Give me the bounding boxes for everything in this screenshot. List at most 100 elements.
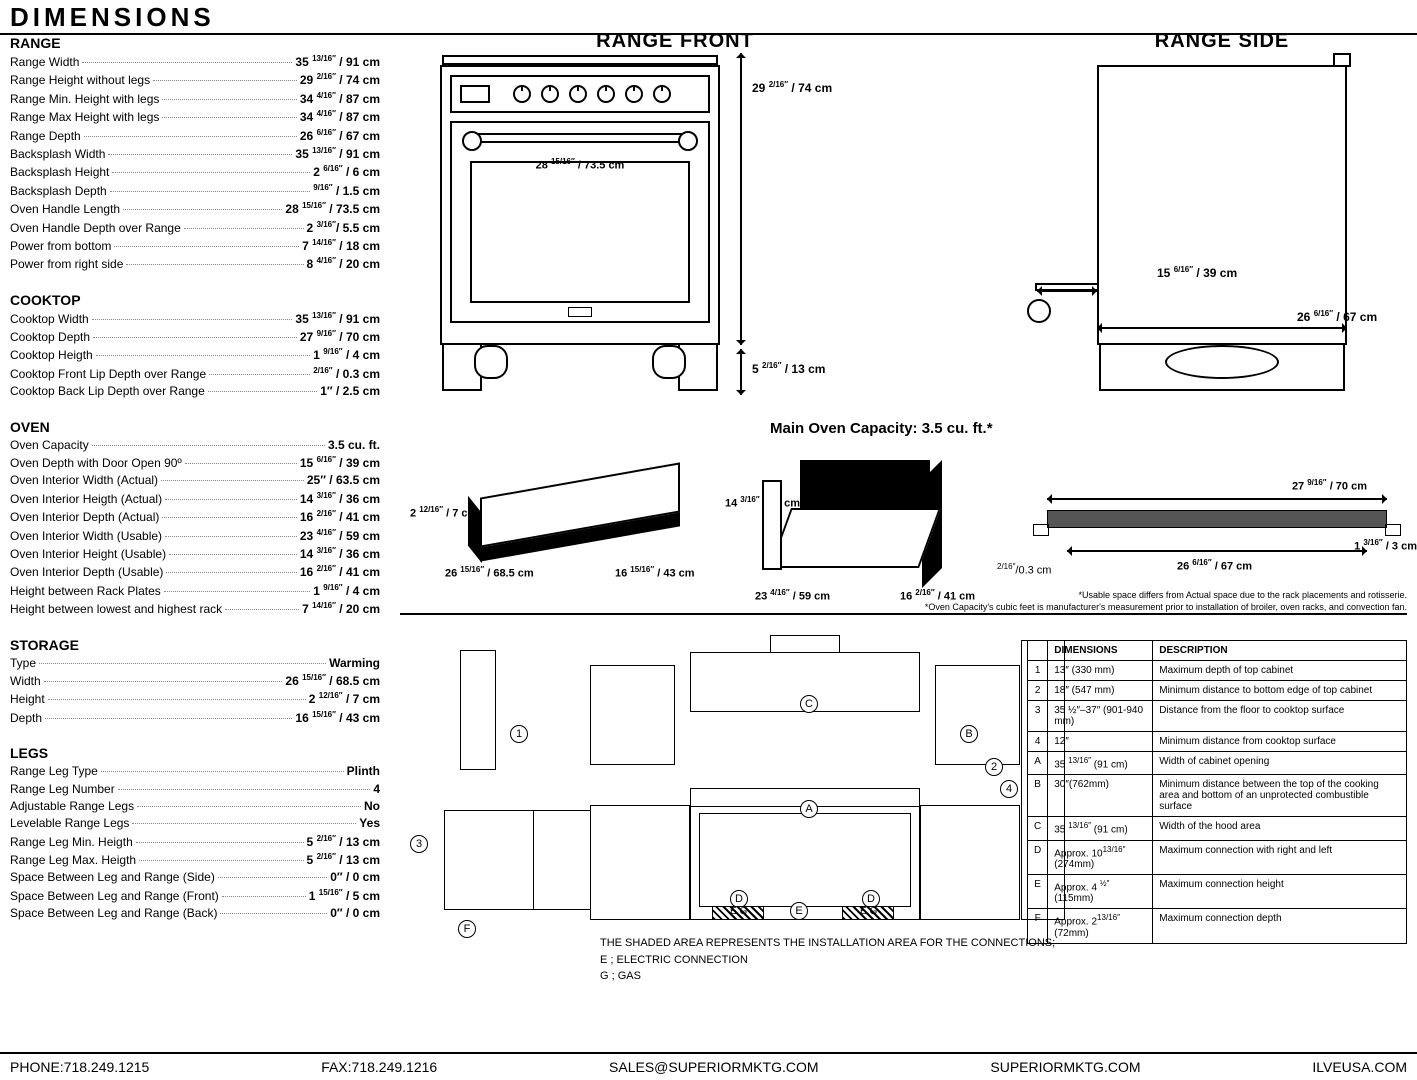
table-cell-dim: 12″ [1048,732,1153,752]
hood-side-icon [460,650,496,770]
dim-value: 1 9/16″ / 4 cm [313,582,380,600]
footer-fax: FAX:718.249.1216 [321,1059,437,1075]
interior-w-label: 23 4/16″ / 59 cm [755,588,830,603]
section-oven-title: OVEN [10,419,380,435]
dim-label: Oven Interior Heigth (Actual) [10,491,162,508]
dim-value: 26 6/16″ / 67 cm [300,127,380,145]
table-cell-desc: Minimum distance from cooktop surface [1153,732,1407,752]
drawer-icon [480,462,680,547]
table-header-dim: DIMENSIONS [1048,641,1153,661]
callout-c: C [800,695,818,713]
dim-value: 3.5 cu. ft. [328,437,380,454]
dim-value: 0″ / 0 cm [330,869,380,886]
cooktop-d-arrow [1067,550,1367,552]
oven-door: 28 15/16″ / 73.5 cm [450,121,710,323]
dim-label: Adjustable Range Legs [10,798,134,815]
dim-value: 5 2/16″ / 13 cm [307,851,380,869]
dim-row: Power from right side8 4/16″ / 20 cm [10,255,380,273]
counter-left [590,805,690,920]
dim-row: Height between Rack Plates1 9/16″ / 4 cm [10,582,380,600]
footnote-2: *Oven Capacity's cubic feet is manufactu… [925,602,1407,614]
callout-e: E [790,902,808,920]
dim-row: Adjustable Range LegsNo [10,798,380,815]
table-cell-dim: 30″(762mm) [1048,775,1153,817]
page-footer: PHONE:718.249.1215 FAX:718.249.1216 SALE… [0,1052,1417,1080]
dim-row: TypeWarming [10,655,380,672]
dim-label: Backsplash Width [10,146,105,163]
dim-row: Oven Interior Depth (Actual)16 2/16″ / 4… [10,508,380,526]
table-row: EApprox. 4 ½″ (115mm)Maximum connection … [1028,874,1407,908]
caster-icon [1039,283,1099,323]
dim-row: Oven Handle Depth over Range 2 3/16″/ 5.5… [10,219,380,237]
dim-value: 9/16″ / 1.5 cm [313,182,380,200]
dim-value: 0″ / 0 cm [330,905,380,922]
oven-interior-figure: 14 3/16″ / 36 cm 23 4/16″ / 59 cm 16 2/1… [740,460,1000,610]
dim-value: 5 2/16″ / 13 cm [307,833,380,851]
range-front-title: RANGE FRONT [500,30,850,53]
dim-row: Range Max Height with legs34 4/16″ / 87 … [10,108,380,126]
cooktop-w-label: 27 9/16″ / 70 cm [1292,478,1367,493]
dim-row: Height between lowest and highest rack7 … [10,600,380,618]
dim-label: Range Max Height with legs [10,109,159,126]
warming-drawer-figure: 2 12/16″ / 7 cm 26 15/16″ / 68.5 cm 16 1… [420,480,690,570]
table-cell-desc: Width of the hood area [1153,817,1407,840]
dim-value: 28 15/16″ / 73.5 cm [285,200,380,218]
dim-label: Width [10,673,41,690]
dim-label: Cooktop Heigth [10,347,93,364]
install-note-2: E ; ELECTRIC CONNECTION [600,952,1055,969]
range-side-figure: 15 6/16″ / 39 cm 26 6/16″ / 67 cm [1037,65,1407,405]
table-cell-desc: Maximum connection depth [1153,909,1407,943]
footer-web2: ILVEUSA.COM [1312,1059,1407,1075]
dim-label: Power from bottom [10,238,111,255]
table-cell-key: B [1028,775,1048,817]
dim-value: 15 6/16″ / 39 cm [300,454,380,472]
table-cell-dim: Approx. 213/16″ (72mm) [1048,909,1153,943]
knob-icon [597,85,615,103]
dim-label: Range Leg Number [10,781,115,798]
table-header-key [1028,641,1048,661]
knob-icon [625,85,643,103]
dim-row: Oven Interior Width (Actual)25″ / 63.5 c… [10,472,380,489]
dim-value: 35 13/16″ / 91 cm [295,53,380,71]
control-panel [450,75,710,113]
dim-label: Oven Depth with Door Open 90º [10,455,182,472]
footnote-1: *Usable space differs from Actual space … [925,590,1407,602]
dim-value: 2 12/16″ / 7 cm [309,690,380,708]
dim-value: 14 3/16″ / 36 cm [300,545,380,563]
section-oven-rows: Oven Capacity3.5 cu. ft.Oven Depth with … [10,437,380,619]
table-row: 335 ½″–37″ (901-940 mm)Distance from the… [1028,701,1407,732]
section-storage-title: STORAGE [10,637,380,653]
dim-label: Oven Handle Depth over Range [10,220,181,237]
table-cell-dim: 35 13/16″ (91 cm) [1048,817,1153,840]
dim-row: Range Leg TypePlinth [10,763,380,780]
knob-icon [541,85,559,103]
depth-arrow [1097,327,1347,329]
dim-row: Range Leg Min. Heigth5 2/16″ / 13 cm [10,833,380,851]
knob-icon [569,85,587,103]
dim-value: 1 9/16″ / 4 cm [313,346,380,364]
oven-handle [470,133,690,143]
dim-value: Warming [329,655,380,672]
counter-side-icon [534,810,594,910]
display-icon [460,85,490,103]
table-cell-desc: Minimum distance to bottom edge of top c… [1153,681,1407,701]
install-front-figure: C B 2 4 A D E D E,G E,G [590,640,1020,960]
dim-value: 35 13/16″ / 91 cm [295,145,380,163]
dim-row: Backsplash Width 35 13/16″ / 91 cm [10,145,380,163]
diagram-area: RANGE FRONT RANGE SIDE 28 15/16″ / 73.5 … [400,30,1407,1045]
table-cell-key: C [1028,817,1048,840]
callout-3: 3 [410,835,428,853]
height-label: 29 2/16″ / 74 cm [752,80,832,95]
dim-value: 1 15/16″ / 5 cm [309,887,380,905]
table-cell-dim: 13″ (330 mm) [1048,661,1153,681]
door-depth-arrow [1037,290,1097,292]
oven-interior-icon [780,460,940,570]
dim-label: Height [10,691,45,708]
install-note-3: G ; GAS [600,968,1055,985]
dim-value: 2/16″ / 0.3 cm [313,365,380,383]
dim-value: 2 3/16″/ 5.5 cm [307,219,380,237]
dim-row: Oven Depth with Door Open 90º 15 6/16″ / … [10,454,380,472]
table-row: C35 13/16″ (91 cm)Width of the hood area [1028,817,1407,840]
table-cell-desc: Minimum distance between the top of the … [1153,775,1407,817]
dim-row: Oven Interior Height (Usable)14 3/16″ / … [10,545,380,563]
